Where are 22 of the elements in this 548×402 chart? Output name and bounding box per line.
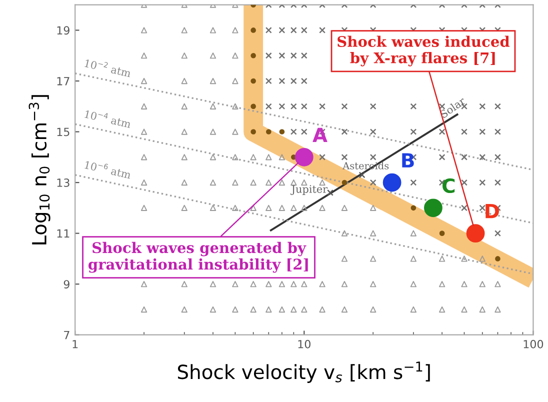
annotation: Shock waves induced by X-ray flares [7] xyxy=(338,36,510,66)
y-axis-title: Log$_{10}$ n$_{0}$ [cm$^{−3}$] xyxy=(28,95,50,244)
y-tick-label: 19 xyxy=(57,26,70,35)
y-tick-label: 13 xyxy=(57,178,70,187)
y-tick-label: 17 xyxy=(57,77,70,86)
x-tick-label: 100 xyxy=(524,340,544,348)
x-tick-label: 10 xyxy=(298,340,310,348)
series-label: B xyxy=(402,153,414,168)
series-label: D xyxy=(486,204,499,218)
series-label: C xyxy=(442,178,455,194)
annotation: Shock waves generated by gravitational instability [2] xyxy=(88,242,308,273)
text: 10$^{−4}$ atm xyxy=(84,108,132,128)
x-axis-title: Shock velocity v$_{s}$ [km s$^{−1}$] xyxy=(178,362,430,383)
y-tick-label: 15 xyxy=(57,128,70,136)
y-tick-label: 11 xyxy=(57,229,70,238)
text: 10$^{−2}$ atm xyxy=(84,58,132,78)
x-tick-label: 1 xyxy=(72,340,78,348)
series-label: A xyxy=(312,128,328,142)
y-tick-label: 7 xyxy=(64,330,70,340)
annotation: Jupiter xyxy=(290,185,328,195)
y-tick-label: 9 xyxy=(64,280,70,288)
text: 10$^{−6}$ atm xyxy=(84,159,132,179)
